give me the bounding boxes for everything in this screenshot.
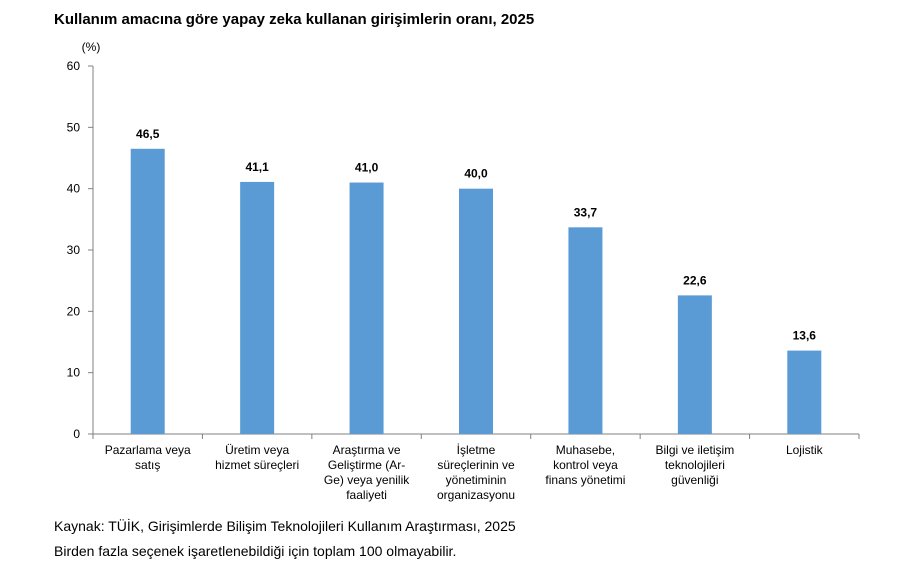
data-label: 41,1 xyxy=(245,160,269,174)
y-tick-label: 10 xyxy=(67,366,81,380)
y-tick-label: 30 xyxy=(67,243,81,257)
chart-title: Kullanım amacına göre yapay zeka kullana… xyxy=(54,11,535,28)
source-note: Kaynak: TÜİK, Girişimlerde Bilişim Tekno… xyxy=(54,518,516,534)
category-label: Araştırma ve Geliştirme (Ar-Ge) veya yeni… xyxy=(324,443,410,502)
y-tick-label: 50 xyxy=(67,120,81,134)
y-tick-label: 0 xyxy=(73,427,80,441)
bar xyxy=(677,295,712,434)
category-label: İşletme süreçlerinin ve yönetiminin organiz… xyxy=(437,443,515,502)
bar xyxy=(568,227,603,434)
category-label: Üretim veya hizmet süreçleri xyxy=(215,443,299,472)
y-tick-label: 20 xyxy=(67,304,81,318)
data-label: 41,0 xyxy=(355,161,379,175)
category-label: Pazarlama veya satış xyxy=(105,443,191,472)
labels: 46,5 Pazarlama veya satış 41,1 Üretim veya hi… xyxy=(105,127,824,502)
category-label: Muhasebe, kontrol veya finans yönetimi xyxy=(545,443,625,487)
data-label: 40,0 xyxy=(464,167,488,181)
bar xyxy=(349,182,384,434)
data-label: 22,6 xyxy=(683,273,707,287)
footnote: Birden fazla seçenek işaretlenebildiği i… xyxy=(54,543,457,559)
category-label: Bilgi ve iletişim teknolojileri güvenliği xyxy=(656,443,735,487)
bar xyxy=(240,181,275,434)
data-label: 33,7 xyxy=(574,205,598,219)
bars xyxy=(130,148,822,435)
bar xyxy=(130,148,165,435)
data-label: 13,6 xyxy=(793,329,817,343)
bar-chart: 0 10 20 30 40 50 60(%) 46,5 Pazarlama veya satış… xyxy=(67,40,860,502)
category-label: Lojistik xyxy=(786,443,824,457)
bar xyxy=(459,188,493,434)
bar xyxy=(787,350,822,434)
y-tick-label: 40 xyxy=(67,182,81,196)
y-tick-label: 60 xyxy=(67,59,81,73)
y-unit-label: (%) xyxy=(82,40,101,54)
data-label: 46,5 xyxy=(136,127,160,141)
